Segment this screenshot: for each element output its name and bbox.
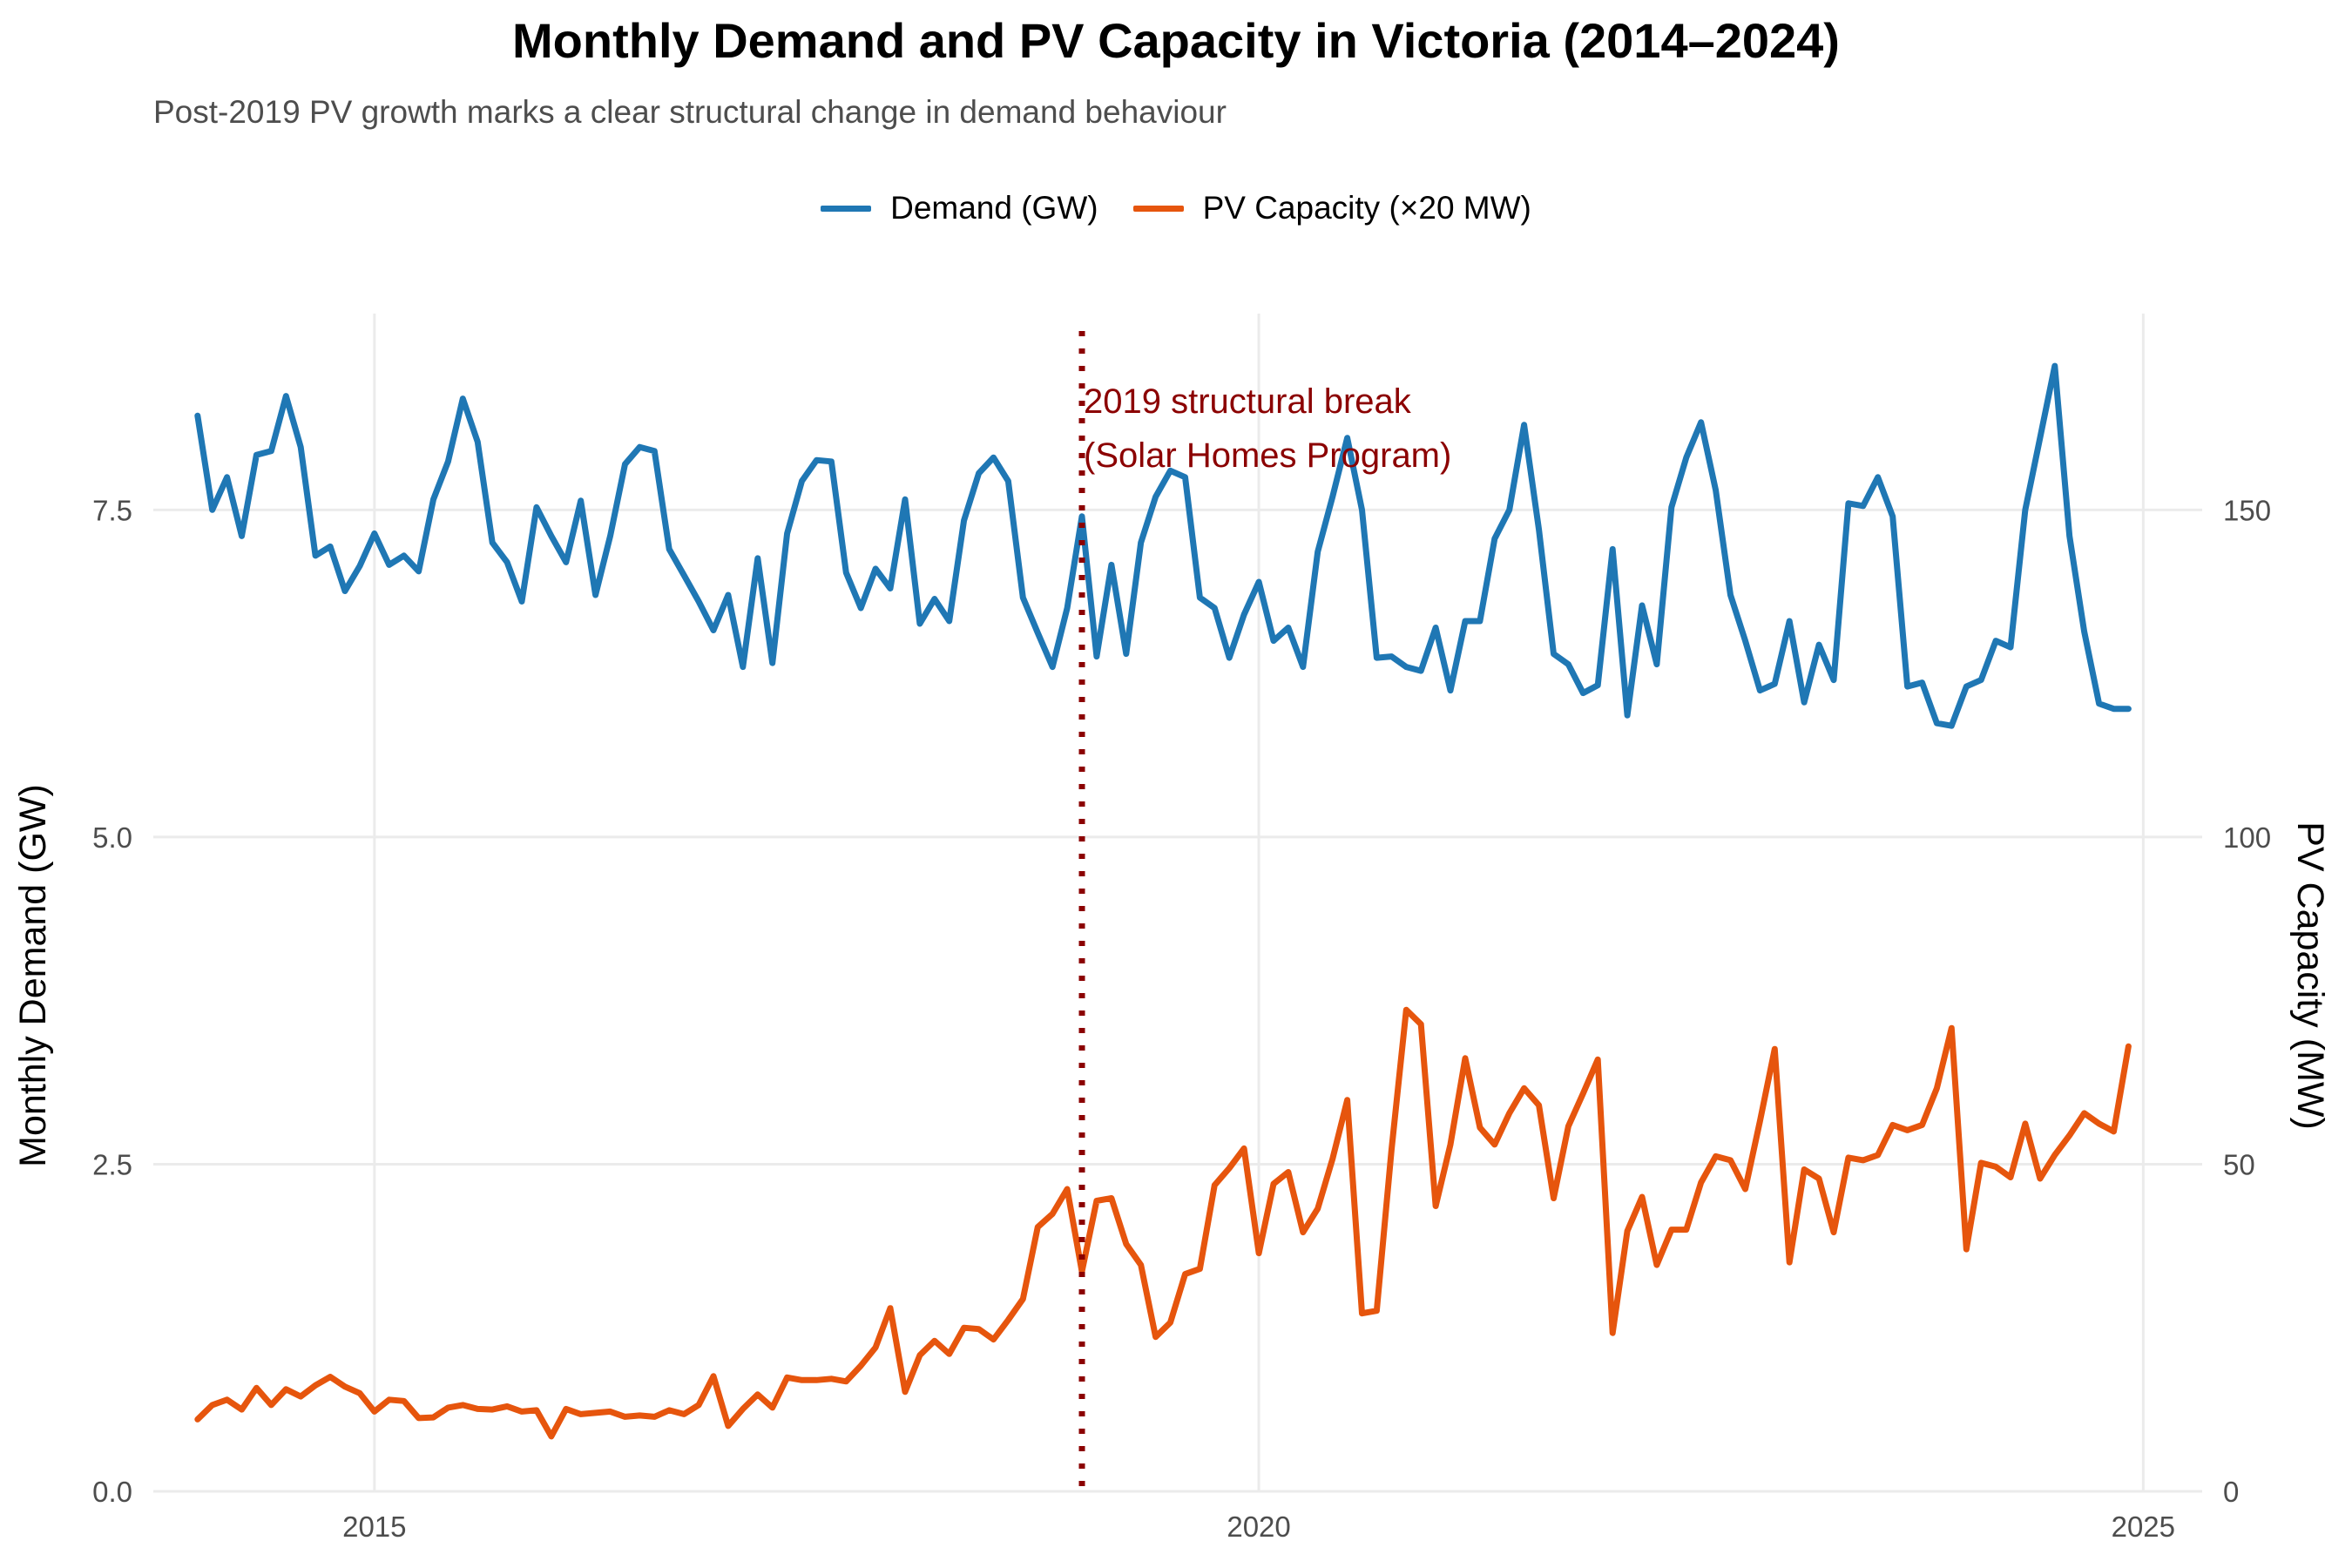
y2-tick-label: 0 (2223, 1476, 2239, 1508)
y2-tick-label: 100 (2223, 821, 2271, 854)
y2-tick-label: 150 (2223, 494, 2271, 526)
legend: Demand (GW) PV Capacity (×20 MW) (0, 190, 2352, 226)
y-tick-label: 5.0 (92, 821, 132, 854)
chart-subtitle: Post-2019 PV growth marks a clear struct… (153, 94, 1227, 130)
structural-break-label: (Solar Homes Program) (1084, 436, 1451, 475)
y2-tick-label: 50 (2223, 1148, 2255, 1180)
legend-item-demand: Demand (GW) (821, 190, 1098, 226)
y2-axis-ticks: 0 50 100 150 (2223, 494, 2271, 1508)
legend-key-demand (821, 205, 872, 212)
y2-axis-title: PV Capacity (MW) (2289, 821, 2331, 1130)
chart-title: Monthly Demand and PV Capacity in Victor… (512, 13, 1840, 68)
legend-item-pv: PV Capacity (×20 MW) (1132, 190, 1531, 226)
y-tick-label: 2.5 (92, 1148, 132, 1180)
y-axis-title: Monthly Demand (GW) (12, 784, 54, 1167)
structural-break-label: 2019 structural break (1084, 382, 1412, 421)
x-axis-ticks: 2015 2020 2025 (342, 1511, 2175, 1543)
y-axis-ticks: 0.0 2.5 5.0 7.5 (92, 494, 132, 1508)
y-tick-label: 0.0 (92, 1476, 132, 1508)
x-tick-label: 2025 (2112, 1511, 2175, 1543)
series-line-pv (194, 1006, 2132, 1440)
legend-key-pv (1132, 205, 1184, 212)
grid (153, 314, 2202, 1493)
annotation-layer: 2019 structural break (Solar Homes Progra… (1078, 331, 1451, 1491)
legend-label-demand: Demand (GW) (890, 190, 1098, 226)
series-layer (194, 362, 2132, 1440)
y-tick-label: 7.5 (92, 494, 132, 526)
legend-label-pv: PV Capacity (×20 MW) (1202, 190, 1531, 226)
x-tick-label: 2015 (342, 1511, 406, 1543)
x-tick-label: 2020 (1227, 1511, 1290, 1543)
series-line-demand (194, 362, 2132, 729)
